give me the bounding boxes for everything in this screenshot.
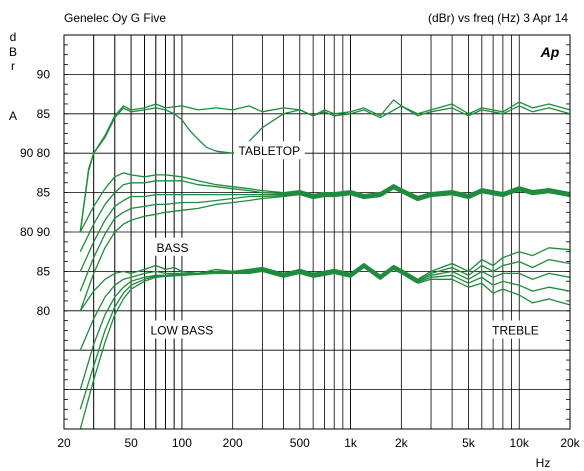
annotation-background <box>152 237 193 256</box>
y-tick-label: 90 <box>37 67 51 81</box>
y-axis-letter-a: A <box>9 109 17 123</box>
y-tick-label: 85 <box>37 264 51 278</box>
annotation-background <box>487 320 544 339</box>
response-curve-low-bass <box>79 265 571 410</box>
ap-logo: Ap <box>540 44 560 60</box>
x-tick-label: 2k <box>395 436 409 450</box>
x-tick-label: 200 <box>223 436 243 450</box>
annotation-treble: TREBLE <box>492 324 539 338</box>
y-tick-label: 90 80 <box>20 146 50 160</box>
y-axis-label: d B r A <box>9 30 17 123</box>
x-tick-label: 5k <box>462 436 476 450</box>
response-curves <box>79 99 571 430</box>
x-tick-label: 500 <box>290 436 310 450</box>
x-tick-label: 20 <box>57 436 71 450</box>
response-curve-bass <box>79 172 571 233</box>
x-tick-label: 10k <box>510 436 530 450</box>
y-tick-label: 80 <box>37 304 51 318</box>
response-curve-bass <box>79 186 571 272</box>
annotation-background <box>146 320 218 339</box>
grid <box>64 34 570 430</box>
response-curve-bass <box>79 187 571 292</box>
annotation-low-bass: LOW BASS <box>151 324 214 338</box>
x-tick-label: 20k <box>560 436 580 450</box>
response-curve-tabletop <box>79 105 571 233</box>
annotation-tabletop: TABLETOP <box>239 144 301 158</box>
x-tick-label: 50 <box>124 436 138 450</box>
response-curve-low-bass <box>79 266 571 430</box>
y-tick-label: 80 90 <box>20 225 50 239</box>
chart-title-left: Genelec Oy G Five <box>64 11 166 25</box>
y-tick-label: 85 <box>37 186 51 200</box>
annotation-bass: BASS <box>157 241 189 255</box>
response-curve-bass <box>79 180 571 252</box>
response-curve-low-bass <box>79 258 571 351</box>
y-tick-labels: 90 85 90 80 85 80 90 85 80 <box>20 67 50 317</box>
annotations: TABLETOP BASS LOW BASS TREBLE <box>146 141 544 339</box>
x-tick-label: 1k <box>344 436 358 450</box>
response-curve-bass <box>79 188 571 312</box>
y-tick-label: 85 <box>37 107 51 121</box>
x-axis-label: Hz <box>536 456 551 470</box>
x-tick-label: 100 <box>172 436 192 450</box>
y-axis-letter-b: B <box>9 45 17 59</box>
y-axis-letter-d: d <box>10 30 17 44</box>
plot-border <box>63 34 571 430</box>
annotation-background <box>233 141 305 160</box>
response-curve-low-bass <box>79 264 571 390</box>
response-curve-tabletop <box>79 99 571 233</box>
response-curve-low-bass <box>79 247 571 312</box>
chart-title-right: (dBr) vs freq (Hz) 3 Apr 14 <box>428 11 568 25</box>
x-tick-labels: 20 50 100 200 500 1k 2k 5k 10k 20k <box>57 436 580 450</box>
y-axis-letter-r: r <box>11 59 15 73</box>
